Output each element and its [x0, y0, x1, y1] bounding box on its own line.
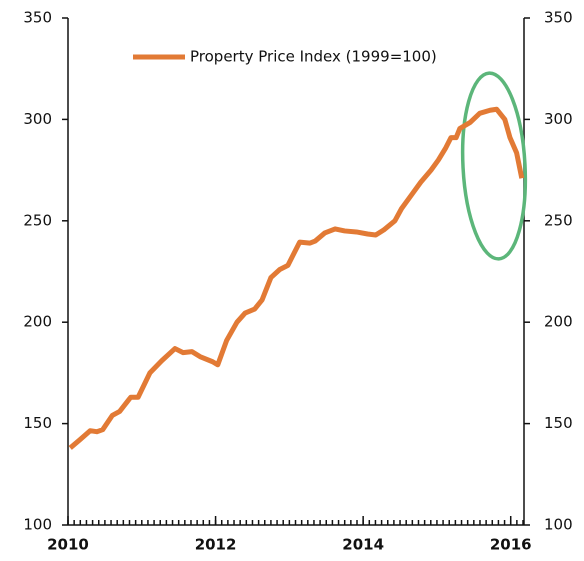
- legend-label: Property Price Index (1999=100): [190, 48, 437, 66]
- y-tick-label: 150: [23, 414, 52, 432]
- y2-tick-label: 250: [544, 211, 573, 229]
- data-line: [68, 106, 525, 450]
- y2-tick-label: 300: [544, 110, 573, 128]
- x-tick-label: 2014: [342, 536, 384, 554]
- y-tick-label: 350: [23, 9, 52, 27]
- y-tick-label: 300: [23, 110, 52, 128]
- x-tick-label: 2012: [195, 536, 237, 554]
- y-tick-label: 100: [23, 516, 52, 534]
- x-tick-label: 2016: [490, 536, 532, 554]
- y2-tick-label: 350: [544, 9, 573, 27]
- y-tick-label: 200: [23, 313, 52, 331]
- y2-tick-label: 150: [544, 414, 573, 432]
- x-tick-label: 2010: [47, 536, 89, 554]
- y2-tick-label: 200: [544, 313, 573, 331]
- highlight-ellipse: [460, 71, 528, 261]
- y2-tick-label: 100: [544, 516, 573, 534]
- y-tick-label: 250: [23, 211, 52, 229]
